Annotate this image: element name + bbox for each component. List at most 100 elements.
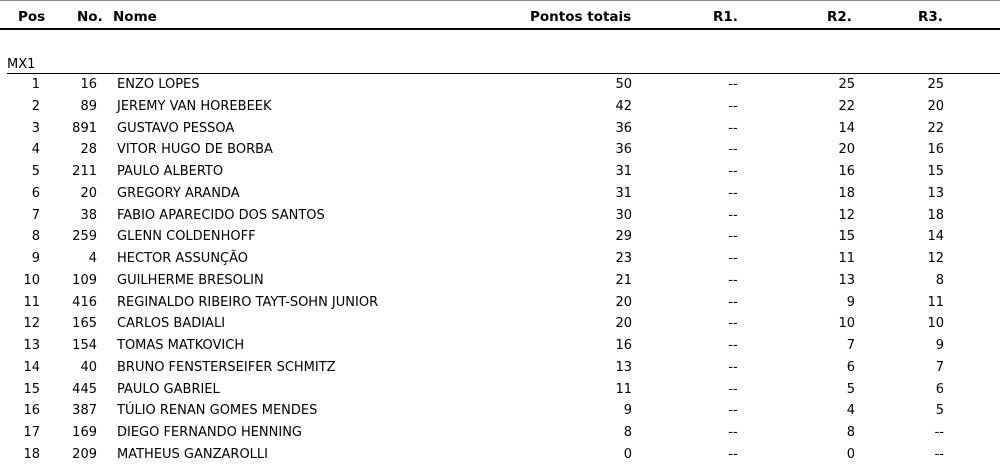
cell-no: 259	[72, 229, 97, 245]
category-label: MX1	[7, 57, 36, 72]
table-row: 4 28 VITOR HUGO DE BORBA 36 -- 20 16	[0, 140, 1000, 160]
cell-r1: --	[728, 142, 738, 158]
cell-name: GLENN COLDENHOFF	[117, 229, 256, 245]
cell-no: 38	[80, 207, 97, 223]
cell-total: 11	[615, 381, 632, 397]
table-row: 1 16 ENZO LOPES 50 -- 25 25	[0, 75, 1000, 95]
cell-r3: 22	[927, 120, 944, 136]
cell-pos: 4	[31, 142, 40, 158]
cell-r1: --	[728, 294, 738, 310]
cell-r2: 18	[838, 185, 855, 201]
cell-name: DIEGO FERNANDO HENNING	[117, 425, 303, 441]
cell-r3: --	[934, 425, 944, 441]
cell-r1: --	[728, 338, 738, 354]
cell-no: 109	[72, 272, 97, 288]
cell-name: PAULO GABRIEL	[117, 381, 220, 397]
cell-no: 165	[72, 316, 97, 332]
cell-name: JEREMY VAN HOREBEEK	[117, 98, 272, 114]
cell-name: TOMAS MATKOVICH	[117, 338, 245, 354]
header-name: Nome	[113, 9, 157, 25]
top-border	[0, 0, 1000, 1]
cell-total: 50	[615, 77, 632, 92]
cell-r1: --	[728, 446, 738, 462]
cell-total: 36	[615, 142, 632, 158]
cell-r2: 14	[838, 120, 855, 136]
cell-name: TÚLIO RENAN GOMES MENDES	[117, 403, 318, 419]
cell-total: 13	[615, 359, 632, 375]
cell-name: REGINALDO RIBEIRO TAYT-SOHN JUNIOR	[117, 294, 379, 310]
cell-r1: --	[728, 120, 738, 136]
cell-r3: --	[934, 446, 944, 462]
table-row: 18 209 MATHEUS GANZAROLLI 0 -- 0 --	[0, 445, 1000, 465]
cell-no: 445	[72, 381, 97, 397]
cell-r3: 9	[935, 338, 944, 354]
cell-r3: 14	[927, 229, 944, 245]
cell-r1: --	[728, 207, 738, 223]
cell-pos: 14	[23, 359, 40, 375]
cell-pos: 3	[31, 120, 40, 136]
table-row: 17 169 DIEGO FERNANDO HENNING 8 -- 8 --	[0, 423, 1000, 443]
cell-r1: --	[728, 77, 738, 92]
cell-no: 416	[72, 294, 97, 310]
cell-r3: 8	[935, 272, 944, 288]
cell-r1: --	[728, 229, 738, 245]
cell-name: CARLOS BADIALI	[117, 316, 226, 332]
cell-name: PAULO ALBERTO	[117, 164, 224, 180]
cell-r1: --	[728, 403, 738, 419]
cell-r2: 10	[838, 316, 855, 332]
cell-r3: 7	[935, 359, 944, 375]
header-divider	[0, 28, 1000, 30]
cell-no: 4	[88, 251, 97, 267]
cell-r1: --	[728, 185, 738, 201]
category-divider	[7, 73, 1000, 74]
cell-pos: 6	[31, 185, 40, 201]
cell-r3: 11	[927, 294, 944, 310]
cell-r2: 4	[846, 403, 855, 419]
table-row: 10 109 GUILHERME BRESOLIN 21 -- 13 8	[0, 271, 1000, 291]
cell-no: 154	[72, 338, 97, 354]
cell-name: MATHEUS GANZAROLLI	[117, 446, 269, 462]
table-row: 7 38 FABIO APARECIDO DOS SANTOS 30 -- 12 18	[0, 206, 1000, 226]
cell-r1: --	[728, 272, 738, 288]
cell-name: GUILHERME BRESOLIN	[117, 272, 264, 288]
cell-pos: 13	[23, 338, 40, 354]
cell-pos: 5	[31, 164, 40, 180]
cell-name: FABIO APARECIDO DOS SANTOS	[117, 207, 325, 223]
cell-r2: 6	[846, 359, 855, 375]
table-row: 13 154 TOMAS MATKOVICH 16 -- 7 9	[0, 336, 1000, 356]
table-row: 3 891 GUSTAVO PESSOA 36 -- 14 22	[0, 119, 1000, 139]
cell-total: 20	[615, 294, 632, 310]
cell-total: 30	[615, 207, 632, 223]
cell-name: VITOR HUGO DE BORBA	[117, 142, 273, 158]
cell-pos: 15	[23, 381, 40, 397]
cell-pos: 9	[31, 251, 40, 267]
cell-r3: 20	[927, 98, 944, 114]
cell-pos: 7	[31, 207, 40, 223]
cell-pos: 12	[23, 316, 40, 332]
cell-r3: 6	[935, 381, 944, 397]
cell-pos: 2	[31, 98, 40, 114]
cell-no: 211	[72, 164, 97, 180]
cell-name: BRUNO FENSTERSEIFER SCHMITZ	[117, 359, 336, 375]
cell-total: 0	[623, 446, 632, 462]
cell-r3: 25	[927, 77, 944, 92]
cell-no: 20	[80, 185, 97, 201]
cell-total: 29	[615, 229, 632, 245]
cell-name: HECTOR ASSUNÇÃO	[117, 251, 249, 267]
cell-r2: 22	[838, 98, 855, 114]
cell-r1: --	[728, 359, 738, 375]
header-r1: R1.	[713, 9, 738, 25]
cell-r1: --	[728, 425, 738, 441]
cell-name: ENZO LOPES	[117, 77, 200, 92]
cell-name: GUSTAVO PESSOA	[117, 120, 235, 136]
cell-total: 42	[615, 98, 632, 114]
cell-r2: 15	[838, 229, 855, 245]
cell-r1: --	[728, 381, 738, 397]
cell-r3: 15	[927, 164, 944, 180]
cell-r2: 9	[846, 294, 855, 310]
cell-r3: 5	[935, 403, 944, 419]
cell-total: 21	[615, 272, 632, 288]
table-row: 16 387 TÚLIO RENAN GOMES MENDES 9 -- 4 5	[0, 401, 1000, 421]
cell-no: 209	[72, 446, 97, 462]
cell-no: 40	[80, 359, 97, 375]
